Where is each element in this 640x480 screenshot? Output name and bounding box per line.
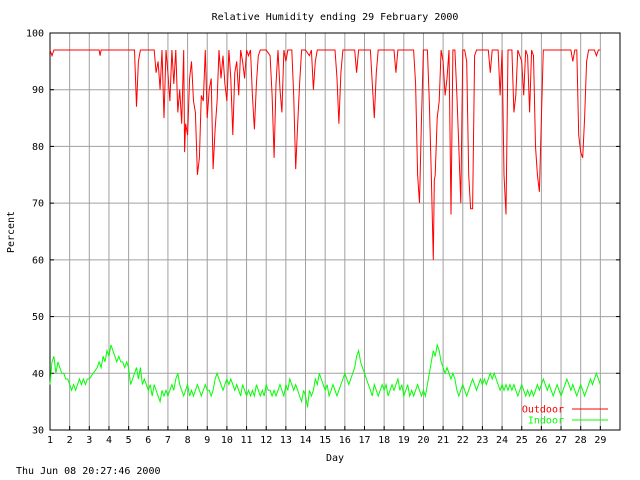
x-axis-label: Day bbox=[326, 453, 344, 464]
series-line-outdoor bbox=[49, 49, 601, 260]
plot-frame bbox=[49, 32, 621, 431]
x-tick-label: 5 bbox=[126, 435, 132, 446]
x-tick-label: 12 bbox=[260, 435, 272, 446]
legend-label-outdoor: Outdoor bbox=[522, 405, 564, 416]
x-axis-ticks: 1 2 3 4 5 6 7 8 9 10 11 12 13 14 15 16 17 18 19 20 21 22 23 24 2… bbox=[47, 426, 606, 446]
x-tick-label: 18 bbox=[378, 435, 390, 446]
y-tick-label: 40 bbox=[32, 369, 44, 380]
x-tick-label: 2 bbox=[67, 435, 73, 446]
x-tick-label: 24 bbox=[496, 435, 508, 446]
x-tick-label: 8 bbox=[185, 435, 191, 446]
y-axis-label: Percent bbox=[6, 211, 17, 253]
y-tick-label: 80 bbox=[32, 142, 44, 153]
y-tick-label: 100 bbox=[26, 29, 44, 40]
grid-lines bbox=[50, 33, 620, 430]
x-tick-label: 17 bbox=[358, 435, 370, 446]
x-tick-label: 22 bbox=[457, 435, 469, 446]
footer-timestamp: Thu Jun 08 20:27:46 2000 bbox=[16, 466, 161, 477]
x-tick-label: 15 bbox=[319, 435, 331, 446]
y-axis-ticks: 30 40 50 60 70 80 90 100 bbox=[26, 29, 620, 437]
x-tick-label: 28 bbox=[575, 435, 587, 446]
x-tick-label: 21 bbox=[437, 435, 449, 446]
x-tick-label: 23 bbox=[476, 435, 488, 446]
x-tick-label: 14 bbox=[299, 435, 311, 446]
x-tick-label: 3 bbox=[86, 435, 92, 446]
series-line-indoor bbox=[49, 342, 601, 408]
x-tick-label: 11 bbox=[241, 435, 253, 446]
x-tick-label: 9 bbox=[204, 435, 210, 446]
x-tick-label: 20 bbox=[417, 435, 429, 446]
x-tick-label: 25 bbox=[516, 435, 528, 446]
x-tick-label: 4 bbox=[106, 435, 112, 446]
y-tick-label: 70 bbox=[32, 199, 44, 210]
y-tick-label: 30 bbox=[32, 426, 44, 437]
series-lines bbox=[49, 49, 601, 408]
x-tick-label: 16 bbox=[339, 435, 351, 446]
y-tick-label: 60 bbox=[32, 255, 44, 266]
x-tick-label: 26 bbox=[535, 435, 547, 446]
x-tick-label: 13 bbox=[280, 435, 292, 446]
chart-title: Relative Humidity ending 29 February 200… bbox=[212, 12, 459, 23]
y-tick-label: 90 bbox=[32, 85, 44, 96]
x-tick-label: 10 bbox=[221, 435, 233, 446]
x-tick-label: 27 bbox=[555, 435, 567, 446]
x-tick-label: 29 bbox=[594, 435, 606, 446]
x-tick-label: 1 bbox=[47, 435, 53, 446]
legend-label-indoor: Indoor bbox=[528, 416, 564, 427]
x-tick-label: 7 bbox=[165, 435, 171, 446]
x-tick-label: 6 bbox=[145, 435, 151, 446]
x-tick-label: 19 bbox=[398, 435, 410, 446]
y-tick-label: 50 bbox=[32, 312, 44, 323]
